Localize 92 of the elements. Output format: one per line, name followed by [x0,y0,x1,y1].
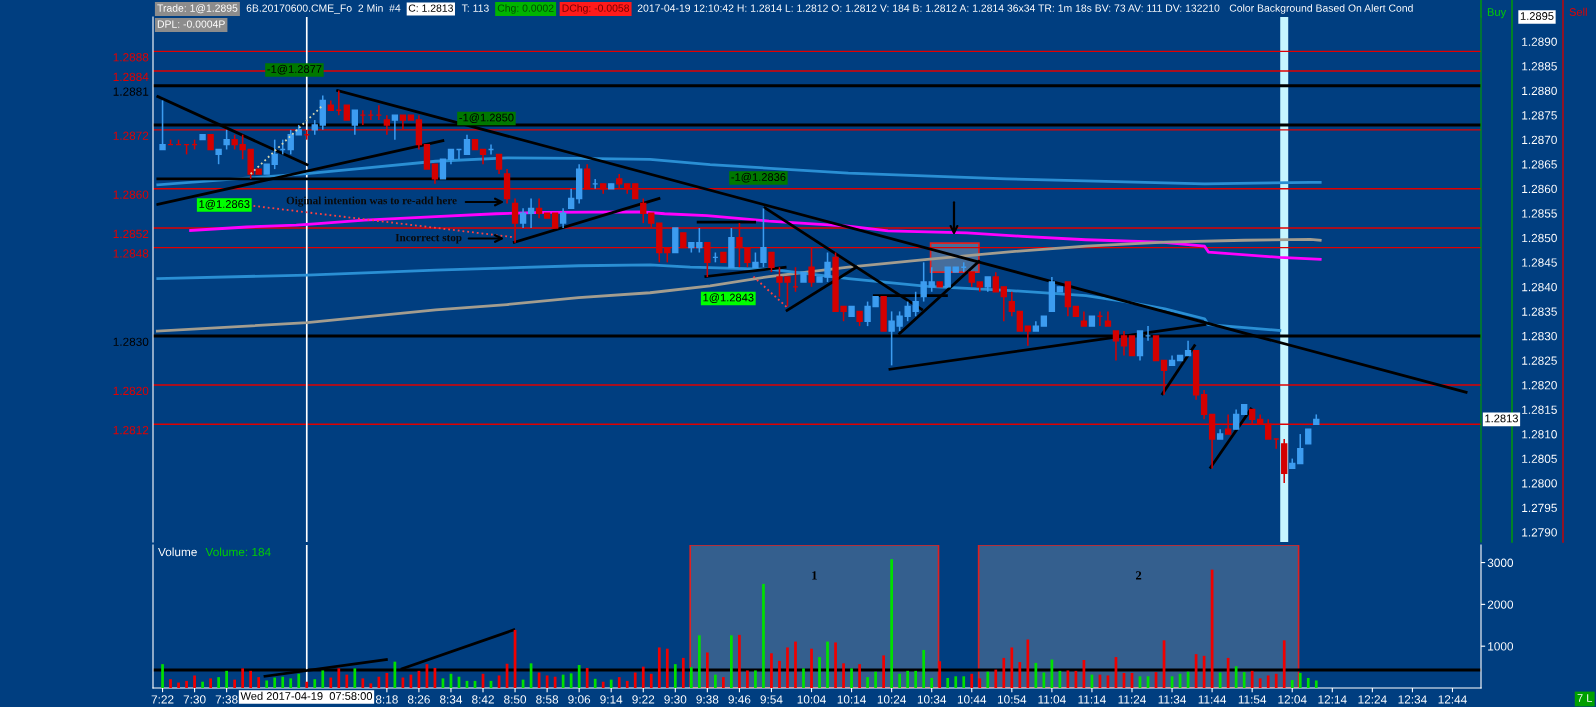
ref-line-label: 1.2881 [113,87,149,96]
text: 6B.20170600.CME_Fo 2 Min #4 [246,4,401,14]
y-tick-label: 1.2880 [1522,86,1557,95]
x-tick-label: 10:34 [917,695,947,704]
y-tick-label: 1.2835 [1522,307,1557,316]
text: DChg: -0.0058 [562,4,630,14]
y-tick-label: 1.2845 [1522,258,1557,267]
y-tick-label: 1.2805 [1522,454,1557,463]
annotation: 1@1.2843 [703,293,754,303]
x-tick-label: 8:34 [440,695,463,704]
text: 1.2895 [1520,12,1554,20]
x-tick-label: 12:24 [1358,695,1387,704]
x-tick-label: 8:26 [407,695,430,704]
y-tick-label: 1.2890 [1522,37,1557,46]
y-tick-label: 1.2790 [1522,528,1557,537]
x-tick-label: 7:22 [151,695,174,704]
ref-line-label: 1.2884 [113,72,149,82]
x-tick-label: 10:14 [837,695,866,704]
y-tick-label: 1.2795 [1522,503,1557,513]
text: T: 113 [461,4,489,12]
annotation: Volume [158,547,197,557]
y-tick-label: 1.2800 [1522,479,1557,488]
y-tick-label: 1.2865 [1522,160,1557,169]
x-tick-label: 10:44 [957,695,987,704]
y-tick-label: 1.2815 [1522,405,1557,414]
x-tick-label: 10:54 [997,695,1027,704]
x-tick-label: 8:42 [472,695,494,704]
ref-line-label: 1.2812 [113,425,149,435]
ref-line-label: 1.2848 [113,249,149,258]
x-tick-label: 8:50 [504,695,527,704]
ref-line-label: 1.2852 [113,229,149,239]
y-tick-label: 1.2820 [1522,381,1557,390]
y-tick-label: 1.2825 [1522,356,1557,365]
y-tick-label: 1.2860 [1522,184,1557,194]
x-tick-label: 8:18 [375,695,398,704]
x-tick-label: 9:22 [632,695,655,704]
y-tick-label: 2000 [1487,600,1514,609]
annotation: -1@1.2877 [267,64,322,75]
text: Buy [1487,8,1507,19]
y-tick-label: 1.2830 [1522,331,1557,341]
text: Sell [1569,7,1587,16]
x-tick-label: 11:24 [1118,695,1146,704]
text: Color Background Based On Alert Cond [1229,4,1413,14]
x-tick-label: 11:04 [1038,695,1066,704]
y-tick-label: 1.2855 [1522,209,1557,218]
x-tick-label: 11:44 [1198,695,1227,704]
x-tick-label: 12:44 [1438,695,1467,704]
annotation: Volume: 184 [205,547,271,557]
text: 2017-04-19 12:10:42 H: 1.2814 L: 1.2812 O: 1.2812 V: 184 B: 1.2812 A: 1.2814 36x34 TR: 1m 18s BV: 73 AV: 111 DV: 132210 [637,4,1220,12]
y-tick-label: 3000 [1487,558,1514,567]
y-tick-label: 1.2875 [1522,111,1557,120]
x-tick-label: 11:14 [1078,695,1106,704]
x-tick-label: 7:38 [215,695,238,704]
annotation: DPL: -0.0004P [157,20,225,28]
annotation: 1@1.2863 [199,199,250,210]
text: Wed 2017-04-19 07:58:00 [240,691,373,700]
x-tick-label: 11:34 [1158,695,1187,704]
text: C: 1.2813 [408,4,453,12]
band-label: 1 [812,571,817,580]
x-tick-label: 9:46 [728,695,751,704]
ref-line-label: 1.2872 [113,131,149,140]
annotation: 1.2813 [1485,414,1518,423]
x-tick-label: 10:04 [797,695,826,704]
band-label: 2 [1136,571,1142,580]
y-tick-label: 1.2810 [1522,430,1557,439]
x-tick-label: 8:58 [536,695,559,704]
y-tick-label: 1000 [1488,642,1514,651]
y-tick-label: 1.2840 [1522,282,1557,292]
y-tick-label: 1.2885 [1522,62,1557,71]
x-tick-label: 9:14 [600,695,623,704]
x-tick-label: 12:14 [1318,695,1347,704]
text: 7 L [1577,694,1593,702]
text: Trade: 1@1.2895 [157,4,238,14]
x-tick-label: 9:38 [696,695,719,704]
ref-line-label: 1.2830 [113,337,149,346]
x-tick-label: 11:54 [1238,695,1267,704]
y-tick-label: 1.2870 [1522,135,1557,145]
annotation: Incorrect stop [395,233,462,244]
x-tick-label: 12:34 [1398,695,1427,704]
ref-line-label: 1.2888 [113,53,149,62]
ref-line-label: 1.2820 [113,386,149,396]
x-tick-label: 10:24 [877,695,907,704]
y-tick-label: 1.2850 [1522,233,1557,243]
annotation: -1@1.2850 [459,113,514,123]
x-tick-label: 12:04 [1278,695,1307,704]
x-tick-label: 9:06 [568,695,591,704]
annotation: -1@1.2836 [731,172,786,183]
x-tick-label: 9:30 [664,695,687,704]
x-tick-label: 9:54 [760,695,783,704]
x-tick-label: 7:30 [183,695,206,704]
text: Chg: 0.0002 [497,4,554,14]
ref-line-label: 1.2860 [113,190,149,199]
